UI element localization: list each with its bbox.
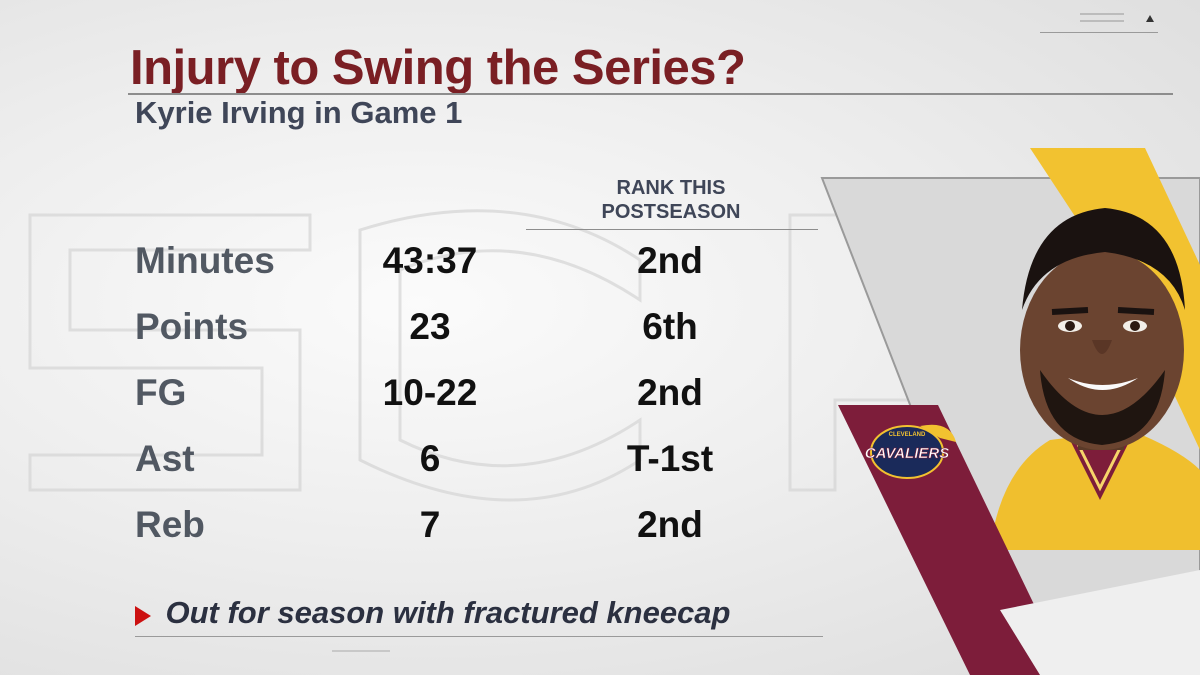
stat-row-reb: Reb 7 2nd	[0, 504, 820, 564]
stat-value: 23	[409, 306, 451, 347]
stat-label: Reb	[135, 504, 205, 545]
rank-header-line2: POSTSEASON	[601, 201, 741, 223]
menu-lines-icon-bar	[1080, 20, 1124, 22]
page-title: Injury to Swing the Series?	[130, 41, 746, 95]
stat-label: FG	[135, 372, 187, 413]
stat-value: 6	[419, 438, 441, 479]
stat-rank: 2nd	[637, 372, 703, 413]
stat-rank: T-1st	[626, 438, 714, 479]
stat-value: 43:37	[382, 240, 478, 281]
rank-header-line1: RANK THIS	[616, 177, 726, 199]
player-headshot-image	[990, 208, 1200, 550]
stat-rank: 6th	[642, 306, 698, 347]
stat-row-ast: Ast 6 T-1st	[0, 438, 820, 498]
top-divider	[1040, 32, 1158, 33]
stat-row-points: Points 23 6th	[0, 306, 820, 366]
gold-stripe	[1030, 148, 1200, 450]
stat-rank: 2nd	[637, 504, 703, 545]
stat-row-minutes: Minutes 43:37 2nd	[0, 240, 820, 300]
rank-header-divider	[526, 229, 818, 230]
stat-label: Points	[135, 306, 249, 347]
stat-rank: 2nd	[637, 240, 703, 281]
white-wedge	[1000, 570, 1200, 675]
page-subtitle: Kyrie Irving in Game 1	[135, 95, 463, 130]
injury-note: Out for season with fractured kneecap	[135, 595, 730, 631]
rank-column-header: RANK THIS POSTSEASON	[560, 176, 782, 224]
bottom-accent-line	[332, 650, 390, 652]
cavaliers-logo: CLEVELAND CAVALIERS	[864, 424, 956, 479]
stat-label: Minutes	[135, 240, 275, 281]
logo-main-text: CAVALIERS	[865, 445, 949, 462]
stat-label: Ast	[135, 438, 195, 479]
player-graphic-panel: CLEVELAND CAVALIERS	[800, 140, 1200, 675]
player-graphic: CLEVELAND CAVALIERS	[820, 148, 1200, 675]
title-divider	[128, 93, 1173, 95]
triangle-up-icon[interactable]	[1146, 15, 1154, 22]
menu-lines-icon[interactable]	[1080, 13, 1124, 15]
red-triangle-bullet-icon	[135, 605, 151, 626]
stat-value: 7	[419, 504, 441, 545]
injury-note-text: Out for season with fractured kneecap	[165, 595, 731, 630]
note-divider	[135, 636, 823, 637]
stat-value: 10-22	[382, 372, 478, 413]
stat-row-fg: FG 10-22 2nd	[0, 372, 820, 432]
top-right-controls	[1040, 10, 1160, 38]
logo-top-text: CLEVELAND	[889, 432, 926, 438]
